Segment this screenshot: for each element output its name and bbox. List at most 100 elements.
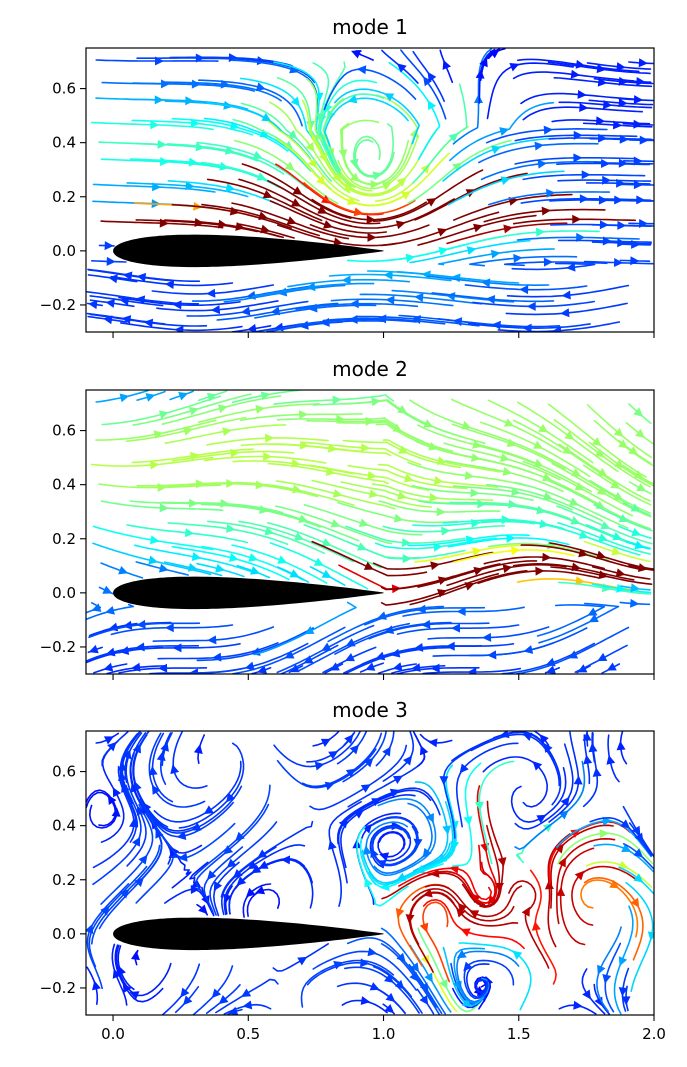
streamline-arrow (191, 79, 201, 89)
streamline (101, 395, 222, 426)
streamline (493, 731, 562, 806)
streamline-arrow (426, 198, 437, 207)
streamline-arrow (263, 452, 273, 462)
streamline-arrow (597, 652, 608, 662)
y-tick-label: 0.4 (52, 817, 76, 835)
streamline (192, 965, 234, 1015)
streamline-arrow (367, 232, 377, 242)
streamline-arrow (538, 423, 549, 433)
streamline-arrow (491, 320, 501, 330)
streamline-arrow (419, 982, 429, 993)
streamline-arrow (461, 998, 472, 1008)
streamline-arrow (303, 655, 314, 664)
streamline-arrow (395, 908, 405, 918)
streamline-arrow (136, 619, 146, 629)
streamline-arrow (307, 158, 318, 169)
streamline-arrow (573, 1000, 583, 1010)
streamlines (86, 48, 654, 332)
streamline-arrow (425, 812, 434, 824)
streamline-arrow (618, 98, 628, 108)
streamline-arrow (574, 482, 585, 491)
streamline-arrow (442, 59, 451, 70)
streamline-arrow (533, 458, 544, 468)
streamline-arrow (428, 738, 438, 748)
streamline-arrow (430, 663, 440, 673)
streamline-arrow (135, 295, 146, 305)
panel-mode-3: mode 3 0.0 0.5 1.0 1.5 2.0 −0.2 0.0 0.2 0.4 0.6 (40, 698, 666, 1043)
streamline-arrow (595, 116, 606, 126)
y-tick-label: 0.2 (52, 871, 76, 889)
streamline-arrow (332, 488, 343, 498)
streamline-arrow (633, 119, 643, 129)
streamline-arrow (257, 665, 268, 674)
streamline-arrow (633, 407, 644, 417)
streamline-arrow (416, 604, 427, 614)
streamline-arrow (290, 96, 300, 107)
streamline (344, 966, 420, 1014)
streamline-arrow (501, 515, 511, 525)
streamline-arrow (606, 754, 616, 765)
streamline-arrow (317, 205, 328, 214)
streamline-arrow (427, 100, 437, 111)
panel-title: mode 1 (332, 15, 408, 39)
streamline-arrow (318, 152, 327, 163)
streamline-arrow (456, 606, 466, 616)
streamline (580, 879, 639, 938)
streamline-arrow (394, 979, 405, 990)
streamline-arrow (423, 76, 433, 87)
streamline-arrow (244, 661, 255, 671)
streamline-arrow (610, 480, 621, 489)
streamline-arrow (292, 186, 303, 195)
streamline-arrow (258, 211, 269, 221)
streamline-arrow (463, 961, 473, 972)
streamline-arrow (618, 158, 628, 168)
streamline-arrow (251, 864, 262, 874)
streamline-arrow (105, 298, 115, 308)
streamline-arrow (633, 180, 643, 190)
streamline-arrow (222, 427, 232, 437)
axes-frame (85, 730, 655, 1016)
streamline-arrow (400, 191, 411, 200)
streamline-arrow (539, 734, 549, 744)
streamline-arrow (503, 418, 515, 427)
streamline (511, 262, 596, 271)
streamline-arrow (439, 776, 449, 786)
panel-title: mode 3 (332, 698, 408, 722)
streamline-arrow (240, 306, 251, 316)
streamline-arrow (582, 731, 592, 741)
streamline-arrow (536, 814, 547, 824)
y-tick-label: 0.2 (52, 188, 76, 206)
streamline-arrow (402, 554, 412, 564)
streamline-arrow (534, 141, 544, 151)
streamline-arrow (638, 58, 648, 68)
streamline-arrow (596, 486, 607, 495)
streamline-arrow (616, 178, 626, 188)
streamline-arrow (314, 761, 325, 771)
streamline-arrow (570, 516, 581, 525)
streamline-arrow (292, 484, 302, 494)
streamline-arrow (143, 318, 154, 328)
streamline-arrow (503, 224, 513, 234)
streamline-arrow (502, 467, 513, 476)
streamline-arrow (321, 642, 332, 651)
streamline (346, 152, 450, 207)
streamline-arrow (473, 223, 483, 233)
y-tick-label: 0.0 (52, 242, 76, 260)
streamline (486, 62, 574, 120)
streamline-arrow (379, 852, 390, 862)
streamline-arrow (299, 410, 309, 420)
streamline-arrow (284, 650, 295, 659)
streamline-arrow (542, 472, 553, 482)
streamline-arrow (577, 89, 587, 99)
streamline-arrow (459, 763, 469, 774)
streamline-arrow (449, 864, 459, 874)
streamline-arrow (106, 256, 116, 266)
streamline-arrow (490, 249, 501, 259)
streamline-arrow (213, 881, 223, 892)
streamline-arrow (190, 884, 200, 894)
streamline-arrow (367, 470, 377, 480)
streamline-arrow (217, 404, 228, 414)
streamline-arrow (636, 76, 646, 86)
streamline-arrow (473, 566, 484, 576)
streamline-arrow (384, 973, 394, 983)
